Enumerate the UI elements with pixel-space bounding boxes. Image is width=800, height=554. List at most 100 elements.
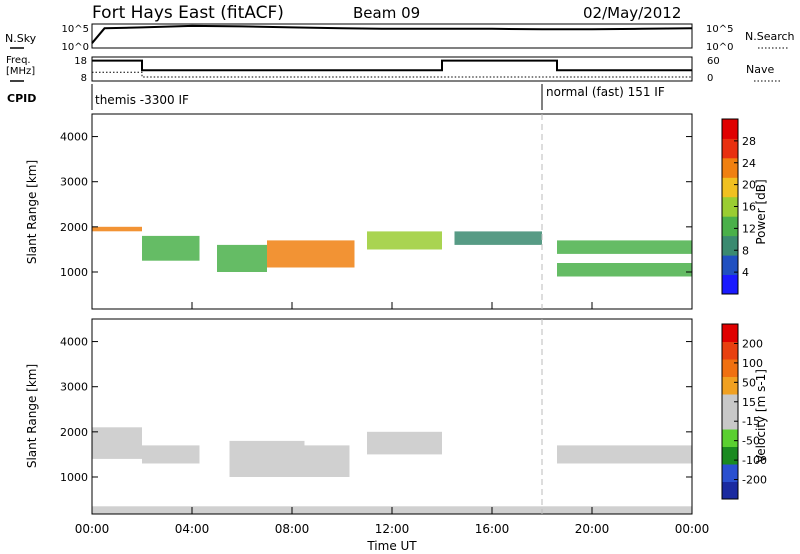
nsky-label: N.Sky bbox=[5, 32, 37, 45]
velocity-ytick-label-2: 2000 bbox=[60, 426, 88, 439]
cpid-panel: CPID themis -3300 IF normal (fast) 151 I… bbox=[7, 84, 665, 110]
nsky-tick-top: 10^5 bbox=[62, 24, 89, 35]
power-colorbar-swatch-8 bbox=[722, 119, 738, 139]
power-band-6 bbox=[557, 240, 692, 254]
time-tick-label-3: 12:00 bbox=[375, 522, 410, 536]
power-ytick-label-3: 1000 bbox=[60, 266, 88, 279]
power-panel: 4000 3000 2000 1000 Slant Range [km] 28 24 20… bbox=[25, 113, 768, 310]
time-tick-label-1: 04:00 bbox=[175, 522, 210, 536]
freq-label-line1: Freq. bbox=[6, 55, 31, 66]
velocity-colorbar-swatch-5 bbox=[722, 394, 738, 412]
velocity-background bbox=[92, 319, 692, 514]
velocity-colorbar: 200 100 50 15 -15 -50 -100 -200 bbox=[721, 323, 767, 500]
velocity-colorbar-tick-label-6: -100 bbox=[742, 454, 767, 467]
time-axis: 00:00 04:00 08:00 12:00 16:00 20:00 00:00 bbox=[75, 114, 710, 536]
velocity-ylabel: Slant Range [km] bbox=[25, 364, 39, 468]
nave-series-line bbox=[92, 71, 692, 78]
power-ylabel: Slant Range [km] bbox=[25, 160, 39, 264]
power-ytick-label-2: 2000 bbox=[60, 221, 88, 234]
power-ytick-label-0: 4000 bbox=[60, 131, 88, 144]
power-colorbar-swatch-3 bbox=[722, 216, 738, 237]
power-band-5 bbox=[454, 231, 542, 245]
velocity-colorbar-frame bbox=[721, 323, 739, 500]
velocity-colorbar-swatch-0 bbox=[722, 481, 738, 500]
power-colorbar-tick-label-5: 8 bbox=[742, 244, 749, 257]
power-colorbar-swatch-2 bbox=[722, 235, 738, 256]
power-band-1 bbox=[142, 235, 200, 261]
power-colorbar-swatch-5 bbox=[722, 177, 738, 198]
velocity-band-4 bbox=[367, 431, 442, 455]
velocity-colorbar-swatch-9 bbox=[722, 324, 738, 342]
time-tick-label-2: 08:00 bbox=[275, 522, 310, 536]
power-colorbar-swatch-6 bbox=[722, 157, 738, 178]
nave-label: Nave bbox=[746, 63, 774, 76]
velocity-colorbar-tick-label-4: -15 bbox=[742, 415, 760, 428]
date-label: 02/May/2012 bbox=[583, 4, 681, 22]
freq-frame bbox=[91, 56, 693, 82]
nsky-frame bbox=[91, 23, 693, 49]
velocity-yticks: 4000 3000 2000 1000 bbox=[60, 336, 692, 484]
velocity-band-1 bbox=[142, 445, 200, 464]
velocity-band-5 bbox=[557, 445, 692, 464]
velocity-colorbar-swatch-3 bbox=[722, 429, 738, 447]
freq-label-line2: [MHz] bbox=[6, 66, 35, 77]
power-colorbar-tick-label-3: 16 bbox=[742, 201, 756, 214]
power-colorbar-swatch-4 bbox=[722, 196, 738, 217]
velocity-colorbar-tick-label-0: 200 bbox=[742, 337, 763, 350]
velocity-band-0 bbox=[92, 427, 142, 459]
velocity-colorbar-tick-label-1: 100 bbox=[742, 357, 763, 370]
power-colorbar-tick-label-1: 24 bbox=[742, 157, 756, 170]
nave-tick-bottom: 0 bbox=[707, 73, 713, 84]
nsky-tick-bottom: 10^0 bbox=[62, 42, 89, 53]
velocity-colorbar-tick-label-2: 50 bbox=[742, 376, 756, 389]
velocity-colorbar-swatch-1 bbox=[722, 464, 738, 482]
cpid-program-1: themis -3300 IF bbox=[95, 93, 189, 107]
velocity-colorbar-tick-label-5: -50 bbox=[742, 435, 760, 448]
power-band-4 bbox=[367, 231, 442, 250]
power-colorbar-tick-label-4: 12 bbox=[742, 222, 756, 235]
power-colorbar-label: Power [dB] bbox=[754, 179, 768, 244]
velocity-colorbar-swatch-4 bbox=[722, 411, 738, 430]
velocity-colorbar-swatch-6 bbox=[722, 376, 738, 395]
nsearch-label: N.Search bbox=[745, 30, 795, 43]
power-yticks: 4000 3000 2000 1000 bbox=[60, 131, 692, 279]
power-colorbar-tick-label-2: 20 bbox=[742, 179, 756, 192]
power-band-2 bbox=[217, 244, 267, 272]
velocity-band-2 bbox=[229, 440, 305, 477]
freq-tick-bottom: 8 bbox=[81, 73, 87, 84]
nsky-panel: N.Sky 10^5 10^0 10^5 10^0 N.Search bbox=[5, 23, 795, 53]
velocity-band-3 bbox=[304, 445, 350, 477]
time-tick-label-5: 20:00 bbox=[575, 522, 610, 536]
velocity-ytick-label-3: 1000 bbox=[60, 471, 88, 484]
cpid-program-2: normal (fast) 151 IF bbox=[546, 85, 665, 99]
power-colorbar-tick-label-0: 28 bbox=[742, 135, 756, 148]
power-marks bbox=[92, 226, 692, 277]
nsearch-tick-bottom: 10^0 bbox=[706, 42, 733, 53]
beam-label: Beam 09 bbox=[353, 4, 420, 22]
power-band-0 bbox=[92, 226, 142, 232]
time-tick-label-6: 00:00 bbox=[675, 522, 710, 536]
power-colorbar: 28 24 20 16 12 8 4 bbox=[721, 118, 756, 295]
power-background bbox=[92, 114, 692, 309]
time-tick-label-4: 16:00 bbox=[475, 522, 510, 536]
power-colorbar-swatch-7 bbox=[722, 138, 738, 159]
velocity-colorbar-swatch-2 bbox=[722, 446, 738, 465]
freq-tick-top: 18 bbox=[74, 56, 87, 67]
freq-series-line bbox=[92, 59, 692, 72]
nsearch-tick-top: 10^5 bbox=[706, 24, 733, 35]
nave-tick-top: 60 bbox=[707, 56, 720, 67]
time-tick-label-0: 00:00 bbox=[75, 522, 110, 536]
freq-panel: Freq. [MHz] 18 8 60 0 Nave bbox=[6, 55, 780, 84]
station-title: Fort Hays East (fitACF) bbox=[92, 3, 284, 23]
nsky-series-line bbox=[91, 24, 693, 44]
velocity-colorbar-swatch-8 bbox=[722, 341, 738, 360]
power-band-3 bbox=[267, 240, 355, 268]
power-colorbar-tick-label-6: 4 bbox=[742, 266, 749, 279]
velocity-panel: 4000 3000 2000 1000 Slant Range [km] 200 100… bbox=[25, 318, 768, 515]
velocity-ytick-label-1: 3000 bbox=[60, 381, 88, 394]
cpid-label: CPID bbox=[7, 92, 36, 105]
velocity-colorbar-tick-label-3: 15 bbox=[742, 396, 756, 409]
power-band-7 bbox=[557, 263, 692, 277]
power-colorbar-swatch-1 bbox=[722, 255, 738, 275]
